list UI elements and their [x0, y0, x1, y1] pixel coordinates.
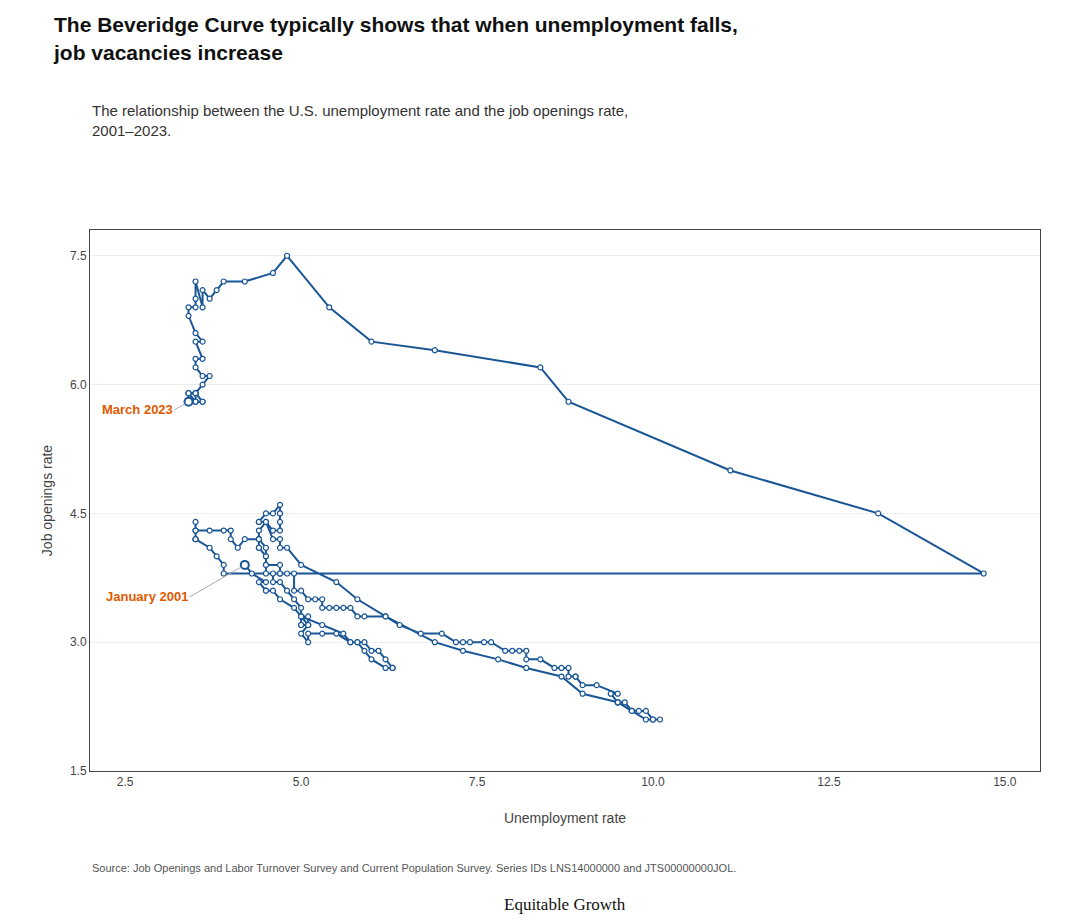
svg-text:15.0: 15.0 — [993, 775, 1017, 789]
svg-text:7.5: 7.5 — [70, 249, 87, 263]
svg-text:2.5: 2.5 — [117, 775, 134, 789]
svg-text:5.0: 5.0 — [293, 775, 310, 789]
svg-text:Source: Job Openings and Labor: Source: Job Openings and Labor Turnover … — [92, 862, 736, 874]
svg-text:January 2001: January 2001 — [106, 589, 188, 604]
svg-text:10.0: 10.0 — [641, 775, 665, 789]
svg-text:Equitable Growth: Equitable Growth — [504, 895, 626, 914]
svg-text:Unemployment rate: Unemployment rate — [504, 810, 626, 826]
svg-text:6.0: 6.0 — [70, 378, 87, 392]
svg-text:March 2023: March 2023 — [102, 402, 173, 417]
svg-text:1.5: 1.5 — [70, 764, 87, 778]
svg-text:3.0: 3.0 — [70, 635, 87, 649]
svg-text:7.5: 7.5 — [469, 775, 486, 789]
svg-text:12.5: 12.5 — [817, 775, 841, 789]
svg-text:4.5: 4.5 — [70, 507, 87, 521]
svg-text:Job openings rate: Job openings rate — [39, 445, 55, 557]
svg-text:The relationship between the U: The relationship between the U.S. unempl… — [92, 102, 628, 139]
svg-text:The Beveridge Curve typically: The Beveridge Curve typically shows that… — [53, 13, 738, 63]
